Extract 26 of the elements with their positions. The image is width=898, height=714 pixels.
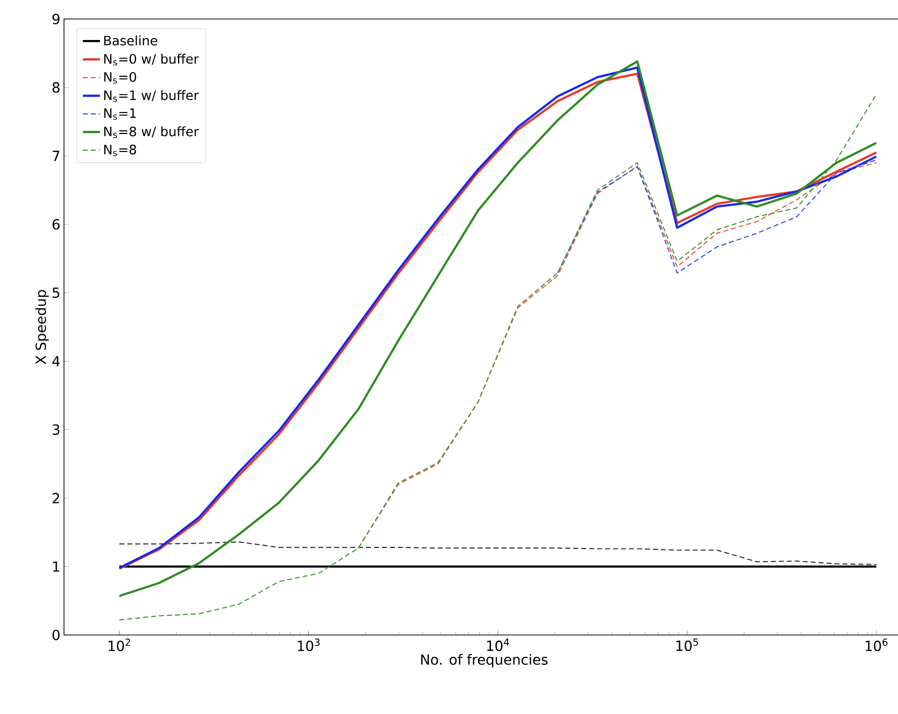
x-tick-label: 10$^{2}$ (108, 638, 130, 652)
y-tick-label: 1 (53, 561, 60, 572)
legend-label: N$_{s}$=8 w/ buffer (104, 126, 199, 138)
legend-label: N$_{s}$=0 w/ buffer (104, 54, 199, 66)
legend-label: N$_{s}$=8 (104, 144, 136, 156)
x-tick-label: 10$^{3}$ (298, 638, 320, 652)
y-tick-label: 6 (52, 219, 60, 230)
y-tick-label: 7 (52, 150, 60, 161)
y-tick-label: 2 (52, 492, 60, 504)
y-tick-label: 0 (52, 630, 60, 640)
legend-label: Baseline (104, 35, 158, 46)
legend-label: N$_{s}$=0 (104, 72, 136, 84)
y-tick-label: 3 (52, 424, 60, 435)
y-tick-label: 8 (52, 82, 60, 93)
line-series (358, 162, 877, 549)
x-axis-title: No. of frequencies (421, 654, 548, 668)
legend-label: N$_{s}$=1 w/ buffer (104, 90, 199, 102)
y-tick-label: 5 (52, 288, 60, 298)
y-tick-label: 9 (52, 14, 60, 24)
x-tick-label: 10$^{4}$ (487, 638, 510, 652)
legend-label: N$_{s}$=1 (104, 108, 136, 120)
x-tick-label: 10$^{6}$ (866, 638, 888, 652)
y-tick-label: 4 (52, 356, 60, 366)
y-axis-title: X Speedup (35, 290, 49, 364)
x-tick-label: 10$^{5}$ (676, 638, 698, 652)
line-series (557, 159, 877, 274)
